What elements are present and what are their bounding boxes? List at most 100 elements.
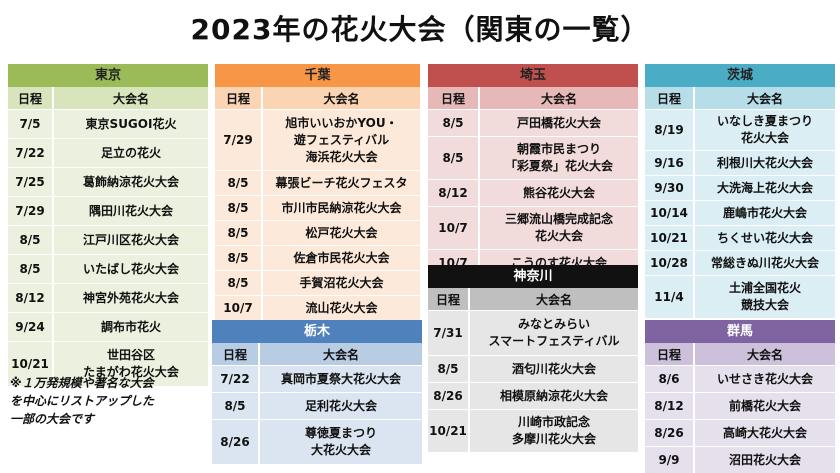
table-row: 10/7 三郷流山橋完成記念 花火大会 <box>428 206 638 249</box>
table-row: 7/22 真岡市夏祭大花火大会 <box>212 365 422 392</box>
table-row: 10/21 川崎市政記念 多摩川花火大会 <box>428 409 638 452</box>
table-row: 10/21 世田谷区 たまがわ花火大会 <box>8 341 208 386</box>
event-name: 世田谷区 たまがわ花火大会 <box>83 348 179 379</box>
event-name: 利根川大花火大会 <box>716 155 813 170</box>
table-row: 8/5 江戸川区花火大会 <box>8 225 208 254</box>
event-name: 佐倉市民花火大会 <box>293 250 390 265</box>
event-name: 神宮外苑花火大会 <box>82 290 179 305</box>
name-column-header: 大会名 <box>535 292 572 307</box>
event-name: 高崎大花火大会 <box>722 425 807 440</box>
event-name: 沼田花火大会 <box>728 452 801 467</box>
table-row: 8/5 いたばし花火大会 <box>8 254 208 283</box>
event-name: 大洗海上花火大会 <box>716 180 813 195</box>
event-date: 8/6 <box>645 366 695 392</box>
event-date: 8/5 <box>215 246 263 270</box>
table-row: 10/28 常総きぬ川花火大会 <box>645 250 835 275</box>
event-name: 足利花火大会 <box>304 398 377 413</box>
event-name: いたばし花火大会 <box>82 261 179 276</box>
event-name: 戸田橋花火大会 <box>516 115 601 130</box>
column-headers: 日程 大会名 <box>428 288 638 310</box>
event-date: 8/5 <box>215 196 263 220</box>
table-row: 8/26 高崎大花火大会 <box>645 419 835 446</box>
table-row: 8/6 いせさき花火大会 <box>645 365 835 392</box>
event-date: 8/26 <box>428 383 470 409</box>
date-column-header: 日程 <box>428 87 480 109</box>
event-name: 朝霞市民まつり 「彩夏祭」花火大会 <box>504 142 613 173</box>
event-name: 尊徳夏まつり 大花火大会 <box>304 426 377 457</box>
date-column-header: 日程 <box>215 87 263 109</box>
table-row: 10/7 流山花火大会 <box>215 295 420 320</box>
table-row: 8/26 相模原納涼花火大会 <box>428 382 638 409</box>
event-name: 東京SUGOI花火 <box>85 116 177 131</box>
event-name: 流山花火大会 <box>305 300 378 315</box>
event-date: 10/21 <box>8 342 54 386</box>
region-header: 千葉 <box>215 64 420 87</box>
table-row: 8/5 酒匂川花火大会 <box>428 355 638 382</box>
event-date: 8/5 <box>215 171 263 195</box>
event-date: 7/29 <box>215 110 263 170</box>
event-date: 7/31 <box>428 311 470 355</box>
date-column-header: 日程 <box>645 87 695 109</box>
table-row: 9/30 大洗海上花火大会 <box>645 175 835 200</box>
event-date: 8/5 <box>428 356 470 382</box>
region-header: 神奈川 <box>428 265 638 288</box>
table-row: 7/5 東京SUGOI花火 <box>8 109 208 138</box>
table-row: 9/9 沼田花火大会 <box>645 446 835 473</box>
table-row: 7/31 みなとみらい スマートフェスティバル <box>428 310 638 355</box>
table-row: 8/12 前橋花火大会 <box>645 392 835 419</box>
region-table-tochigi: 栃木 日程 大会名 7/22 真岡市夏祭大花火大会 8/5 足利花火大会 8/26 尊徳夏まつり… <box>212 320 422 464</box>
table-row: 8/5 戸田橋花火大会 <box>428 109 638 136</box>
event-name: いなしき夏まつり 花火大会 <box>716 114 813 145</box>
event-date: 8/5 <box>8 255 54 283</box>
table-row: 8/19 いなしき夏まつり 花火大会 <box>645 109 835 150</box>
event-name: 相模原納涼花火大会 <box>499 388 608 403</box>
event-date: 10/7 <box>428 207 480 249</box>
table-row: 8/5 朝霞市民まつり 「彩夏祭」花火大会 <box>428 136 638 179</box>
column-headers: 日程 大会名 <box>428 87 638 109</box>
name-column-header: 大会名 <box>112 91 149 106</box>
event-name: 手賀沼花火大会 <box>299 275 384 290</box>
event-date: 11/4 <box>645 276 695 318</box>
event-date: 9/24 <box>8 313 54 341</box>
event-date: 7/5 <box>8 110 54 138</box>
event-name: 足立の花火 <box>100 145 161 160</box>
table-row: 9/24 調布市花火 <box>8 312 208 341</box>
event-name: ちくせい花火大会 <box>716 230 813 245</box>
event-name: 松戸花火大会 <box>305 225 378 240</box>
region-table-ibaraki: 茨城 日程 大会名 8/19 いなしき夏まつり 花火大会 9/16 利根川大花火大会 9/30… <box>645 64 835 318</box>
table-row: 8/5 松戸花火大会 <box>215 220 420 245</box>
event-date: 8/5 <box>428 110 480 136</box>
event-name: 土浦全国花火 競技大会 <box>728 281 801 312</box>
event-name: 熊谷花火大会 <box>522 185 595 200</box>
table-row: 8/5 手賀沼花火大会 <box>215 270 420 295</box>
region-header: 群馬 <box>645 320 835 343</box>
name-column-header: 大会名 <box>746 91 783 106</box>
event-date: 10/28 <box>645 251 695 275</box>
event-name: 三郷流山橋完成記念 花火大会 <box>504 212 613 243</box>
event-date: 9/16 <box>645 151 695 175</box>
region-header: 茨城 <box>645 64 835 87</box>
event-date: 10/21 <box>428 410 470 452</box>
event-date: 8/5 <box>215 271 263 295</box>
event-date: 9/30 <box>645 176 695 200</box>
event-date: 8/5 <box>212 393 260 419</box>
region-table-tokyo: 東京 日程 大会名 7/5 東京SUGOI花火 7/22 足立の花火 7/25 葛飾納涼花火大会… <box>8 64 208 386</box>
event-name: 隅田川花火大会 <box>88 203 173 218</box>
date-column-header: 日程 <box>8 87 54 109</box>
page-title: 2023年の花火大会（関東の一覧） <box>190 13 650 46</box>
table-row: 8/12 熊谷花火大会 <box>428 179 638 206</box>
event-name: 常総きぬ川花火大会 <box>710 255 819 270</box>
footnote: ※１万発規模や著名な大会 を中心にリストアップした 一部の大会です <box>10 376 155 426</box>
event-date: 10/14 <box>645 201 695 225</box>
name-column-header: 大会名 <box>322 347 359 362</box>
event-date: 8/12 <box>428 180 480 206</box>
region-table-gunma: 群馬 日程 大会名 8/6 いせさき花火大会 8/12 前橋花火大会 8/26 高崎大花火大会 9… <box>645 320 835 473</box>
event-date: 8/5 <box>8 226 54 254</box>
column-headers: 日程 大会名 <box>212 343 422 365</box>
column-headers: 日程 大会名 <box>645 87 835 109</box>
region-table-chiba: 千葉 日程 大会名 7/29 旭市いいおかYOU・ 遊フェスティバル 海浜花火大会 8/5… <box>215 64 420 320</box>
column-headers: 日程 大会名 <box>645 343 835 365</box>
event-date: 7/25 <box>8 168 54 196</box>
event-name: 川崎市政記念 多摩川花火大会 <box>511 415 596 446</box>
table-row: 7/25 葛飾納涼花火大会 <box>8 167 208 196</box>
